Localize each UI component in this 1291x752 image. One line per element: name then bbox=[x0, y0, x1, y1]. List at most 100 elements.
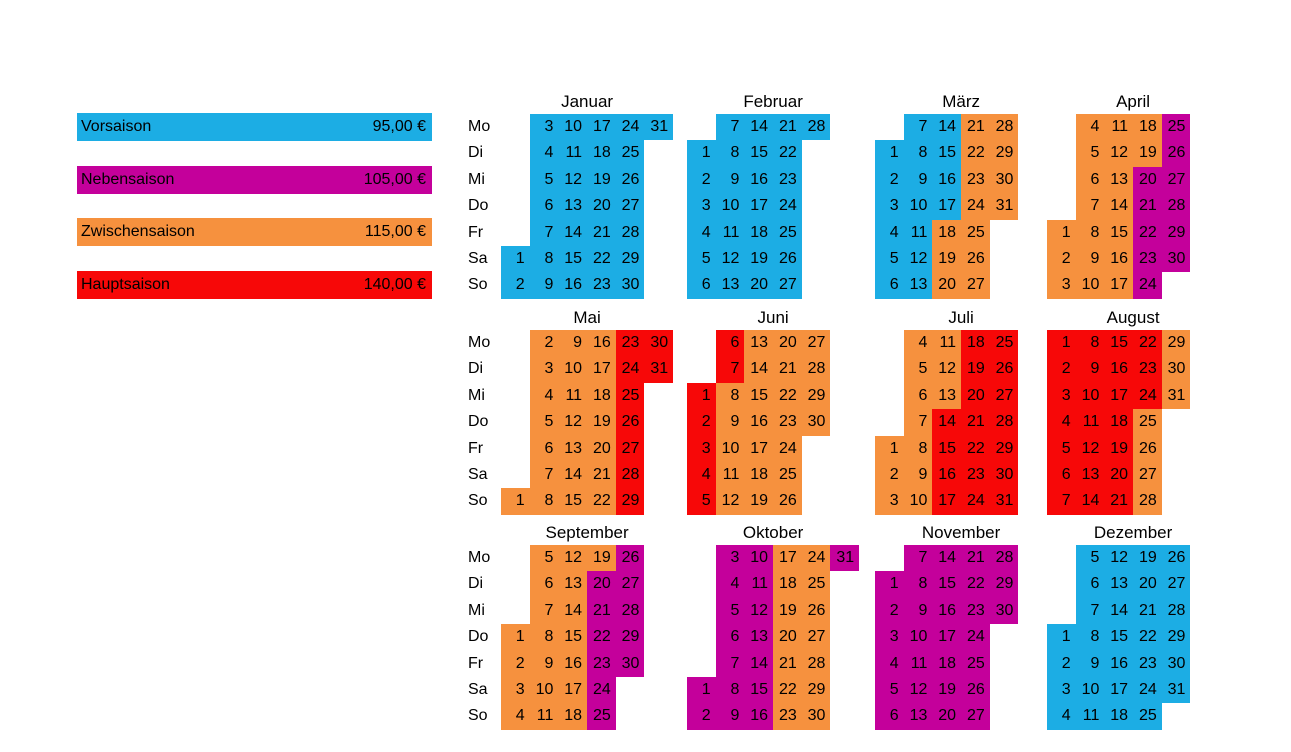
day-cell: 10 bbox=[1075, 676, 1105, 704]
day-cell: 3 bbox=[1047, 382, 1076, 410]
day-cell: 19 bbox=[1104, 435, 1134, 462]
day-cell: 5 bbox=[529, 545, 559, 572]
empty-cell bbox=[990, 220, 1019, 246]
day-cell: 25 bbox=[1133, 409, 1162, 436]
day-cell: 3 bbox=[715, 545, 745, 572]
empty-cell bbox=[644, 220, 673, 246]
day-cell: 15 bbox=[932, 571, 962, 598]
day-cell: 31 bbox=[989, 193, 1019, 220]
day-cell: 30 bbox=[989, 597, 1019, 625]
month-title: Juli bbox=[948, 308, 974, 327]
empty-cell bbox=[644, 272, 673, 298]
day-cell: 25 bbox=[801, 571, 831, 598]
empty-cell bbox=[830, 356, 859, 382]
legend-price: 95,00 € bbox=[372, 118, 426, 135]
day-cell: 4 bbox=[687, 461, 716, 489]
day-cell: 14 bbox=[744, 114, 774, 141]
day-cell: 16 bbox=[558, 272, 588, 299]
empty-cell bbox=[687, 114, 716, 140]
day-cell: 28 bbox=[1133, 488, 1162, 515]
day-cell: 1 bbox=[875, 140, 904, 167]
day-cell: 29 bbox=[801, 676, 831, 704]
day-cell: 19 bbox=[773, 597, 802, 625]
day-cell: 19 bbox=[587, 409, 616, 436]
month-title: Februar bbox=[743, 92, 803, 111]
day-cell: 15 bbox=[558, 245, 588, 273]
empty-cell bbox=[802, 140, 831, 166]
day-cell: 2 bbox=[529, 330, 559, 357]
weekday-label: Di bbox=[468, 144, 484, 162]
day-cell: 5 bbox=[1075, 140, 1105, 167]
empty-cell bbox=[1047, 545, 1076, 571]
day-cell: 27 bbox=[1161, 571, 1191, 598]
empty-cell bbox=[644, 571, 673, 597]
day-cell: 5 bbox=[903, 356, 933, 383]
empty-cell bbox=[830, 624, 859, 650]
empty-cell bbox=[501, 140, 530, 166]
day-cell: 11 bbox=[715, 461, 745, 489]
empty-cell bbox=[687, 624, 716, 650]
day-cell: 6 bbox=[1075, 166, 1105, 194]
month-grid: 7 14 21 28 1 8 15 22 29 2 9 16 23 30 3 10 17 24 4 11 18 25 5 12… bbox=[875, 545, 1047, 730]
day-cell: 29 bbox=[1161, 219, 1191, 246]
day-cell: 17 bbox=[744, 193, 774, 220]
empty-cell bbox=[802, 220, 831, 246]
empty-cell bbox=[830, 703, 859, 729]
day-cell: 7 bbox=[715, 114, 745, 141]
day-cell: 17 bbox=[1104, 272, 1134, 299]
day-cell: 31 bbox=[644, 114, 674, 141]
day-cell: 13 bbox=[1075, 461, 1105, 489]
empty-cell bbox=[1018, 193, 1047, 219]
weekday-label: Mo bbox=[468, 334, 491, 351]
day-cell: 28 bbox=[615, 219, 645, 246]
day-cell: 23 bbox=[773, 409, 802, 436]
empty-cell bbox=[1162, 703, 1191, 729]
empty-cell bbox=[1190, 571, 1219, 597]
day-cell: 20 bbox=[961, 382, 990, 410]
empty-cell bbox=[687, 598, 716, 624]
day-cell: 24 bbox=[1133, 676, 1162, 704]
day-cell: 7 bbox=[1075, 597, 1105, 625]
empty-cell bbox=[1190, 330, 1219, 356]
day-cell: 18 bbox=[932, 219, 962, 246]
empty-cell bbox=[644, 624, 673, 650]
weekday-column-band-2: Mo Di Mi Do Fr Sa So bbox=[464, 330, 501, 515]
day-cell: 23 bbox=[773, 703, 802, 730]
day-cell: 29 bbox=[989, 571, 1019, 598]
empty-cell bbox=[1018, 462, 1047, 488]
day-cell: 10 bbox=[715, 193, 745, 220]
weekday-column-band-1: Mo Di Mi Do Fr Sa So bbox=[464, 114, 501, 299]
day-cell: 16 bbox=[1104, 356, 1134, 383]
empty-cell bbox=[644, 167, 673, 193]
day-cell: 23 bbox=[961, 461, 990, 489]
day-cell: 20 bbox=[1133, 571, 1162, 598]
empty-cell bbox=[1047, 140, 1076, 166]
month-september: September 5 12 19 26 6 13 20 27 7 14 21 28 1 8 15 22 29 2 9… bbox=[501, 523, 673, 730]
day-cell: 31 bbox=[1161, 382, 1191, 410]
empty-cell bbox=[1190, 598, 1219, 624]
empty-cell bbox=[501, 571, 530, 597]
day-cell: 22 bbox=[587, 624, 616, 651]
empty-cell bbox=[1190, 409, 1219, 435]
day-cell: 24 bbox=[1133, 272, 1162, 299]
day-cell: 14 bbox=[744, 356, 774, 383]
day-cell: 10 bbox=[558, 356, 588, 383]
day-cell: 1 bbox=[501, 624, 530, 651]
day-cell: 25 bbox=[1161, 114, 1191, 141]
day-cell: 9 bbox=[1075, 245, 1105, 273]
day-cell: 16 bbox=[932, 166, 962, 194]
day-cell: 29 bbox=[615, 245, 645, 273]
day-cell: 4 bbox=[1047, 703, 1076, 730]
day-cell: 3 bbox=[529, 114, 559, 141]
day-cell: 11 bbox=[715, 219, 745, 246]
weekday-label: Mi bbox=[468, 601, 485, 619]
day-cell: 25 bbox=[961, 219, 990, 246]
day-cell: 26 bbox=[615, 166, 645, 194]
empty-cell bbox=[1190, 436, 1219, 462]
empty-cell bbox=[1047, 598, 1076, 624]
day-cell: 28 bbox=[801, 114, 831, 141]
day-cell: 18 bbox=[961, 330, 990, 357]
day-cell: 22 bbox=[961, 571, 990, 598]
empty-cell bbox=[830, 220, 859, 246]
empty-cell bbox=[687, 651, 716, 677]
